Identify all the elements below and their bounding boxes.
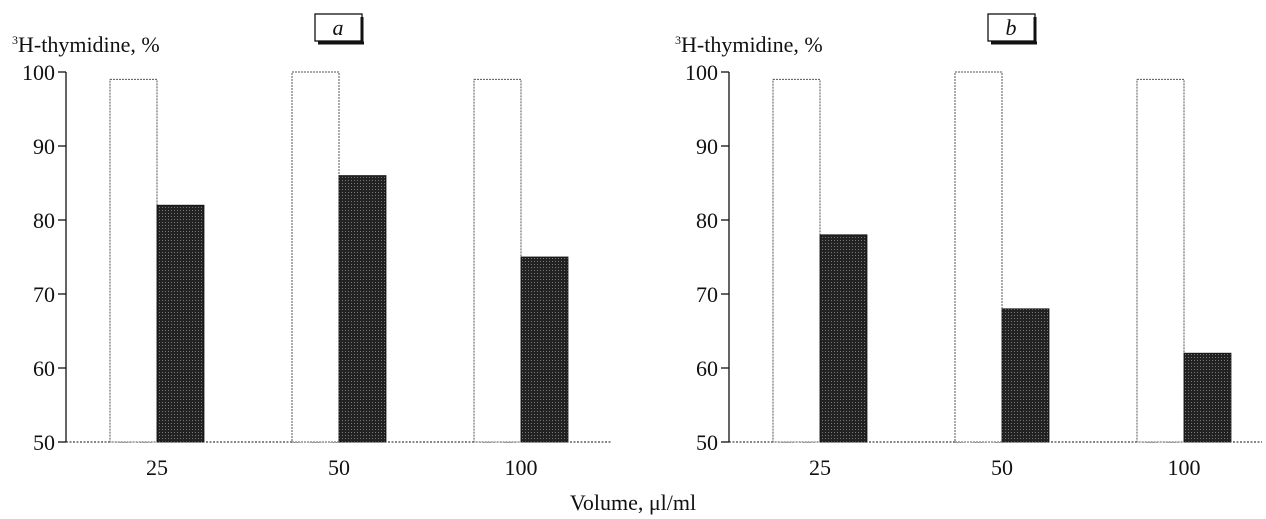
x-tick-label-a-50: 50 [328, 455, 350, 480]
bar-b-25-series2 [819, 234, 868, 443]
y-tick-label-a-90: 90 [33, 134, 55, 159]
y-tick-label-b-100: 100 [685, 60, 718, 85]
panel-label-a: a [333, 15, 344, 40]
bar-a-100-series1 [473, 78, 522, 443]
panel-label-box-b: b [987, 13, 1037, 45]
x-tick-label-a-25: 25 [146, 455, 168, 480]
y-tick-label-a-70: 70 [33, 282, 55, 307]
bar-a-50-series2 [338, 175, 387, 443]
x-tick-label-b-50: 50 [991, 455, 1013, 480]
panel-label-b: b [1006, 15, 1017, 40]
bar-a-25-series2 [156, 204, 205, 443]
bar-a-100-series2 [520, 256, 569, 443]
y-tick-label-b-70: 70 [696, 282, 718, 307]
y-tick-label-b-90: 90 [696, 134, 718, 159]
bar-a-50-series1 [291, 71, 340, 443]
y-tick-label-b-80: 80 [696, 208, 718, 233]
chart-panel-b: 3H-thymidine, % b 50 60 70 80 90 100 25 50 100 [675, 13, 1262, 480]
x-tick-label-b-25: 25 [809, 455, 831, 480]
y-tick-label-b-60: 60 [696, 356, 718, 381]
y-tick-label-a-100: 100 [22, 60, 55, 85]
panel-label-box-a: a [314, 13, 364, 45]
bar-b-50-series1 [954, 71, 1003, 443]
y-tick-label-a-50: 50 [33, 430, 55, 455]
bar-b-100-series1 [1136, 78, 1185, 443]
axes-a: 50 60 70 80 90 100 25 50 100 [22, 60, 612, 480]
bar-b-100-series2 [1183, 352, 1232, 443]
bar-b-25-series1 [772, 78, 821, 443]
bar-a-25-series1 [109, 78, 158, 443]
y-axis-label-b: 3H-thymidine, % [675, 32, 823, 57]
axes-b: 50 60 70 80 90 100 25 50 100 [685, 60, 1262, 480]
y-tick-label-a-80: 80 [33, 208, 55, 233]
y-axis-label-a: 3H-thymidine, % [12, 32, 160, 57]
y-tick-label-b-50: 50 [696, 430, 718, 455]
x-tick-label-a-100: 100 [505, 455, 538, 480]
x-axis-label: Volume, μl/ml [570, 490, 696, 515]
x-tick-label-b-100: 100 [1168, 455, 1201, 480]
y-tick-label-a-60: 60 [33, 356, 55, 381]
bar-b-50-series2 [1001, 308, 1050, 443]
chart-panel-a: 3H-thymidine, % a 50 60 70 80 90 100 25 50 100 [12, 13, 612, 480]
